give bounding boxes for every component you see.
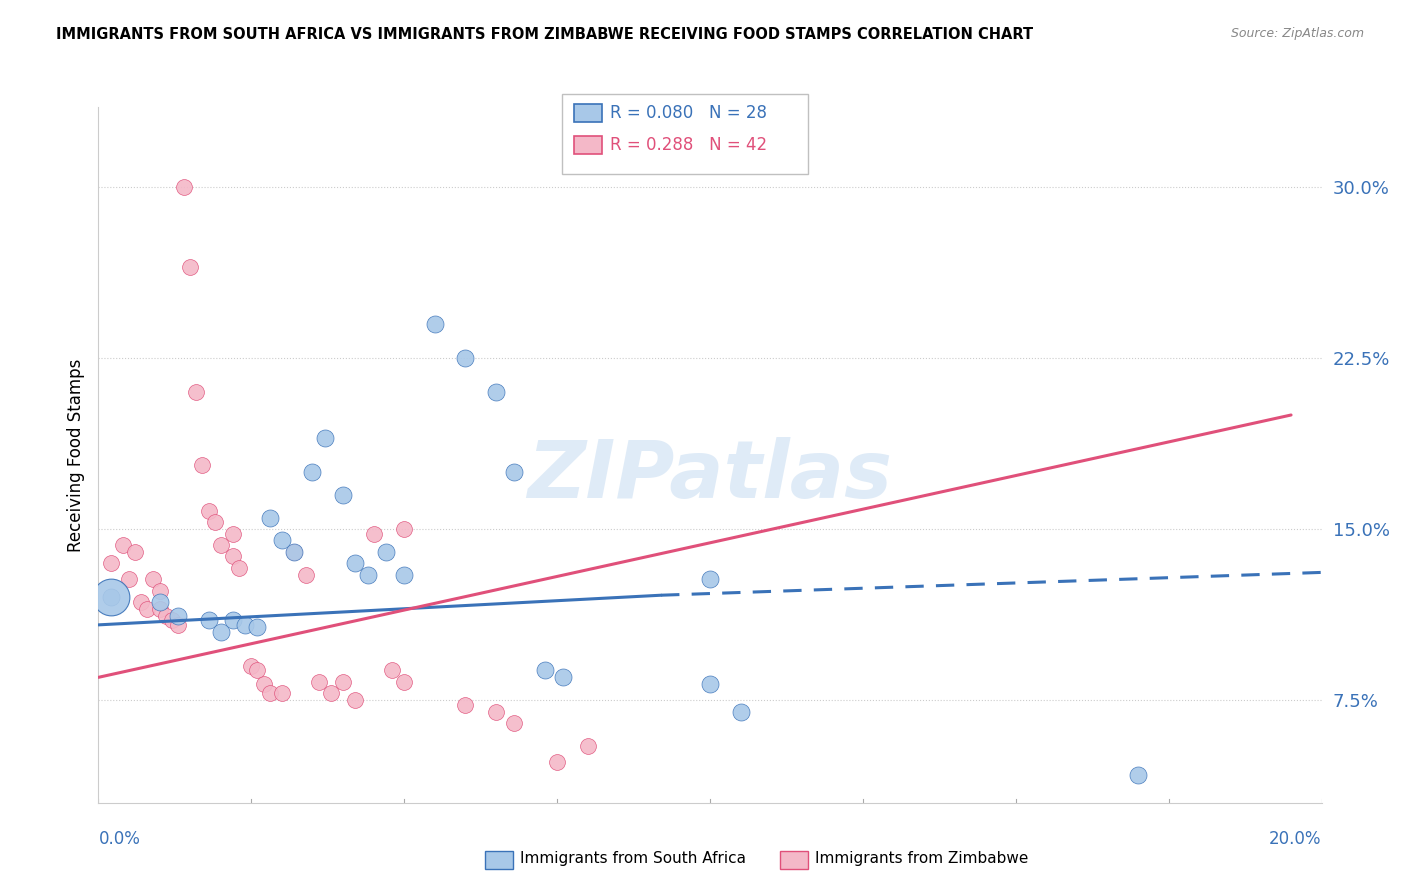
Text: IMMIGRANTS FROM SOUTH AFRICA VS IMMIGRANTS FROM ZIMBABWE RECEIVING FOOD STAMPS C: IMMIGRANTS FROM SOUTH AFRICA VS IMMIGRAN… [56,27,1033,42]
Point [546,755,568,769]
Point [160,613,183,627]
Point [454,351,477,365]
Text: Immigrants from South Africa: Immigrants from South Africa [520,851,747,865]
Point [204,515,226,529]
Point [240,659,263,673]
Point [308,674,330,689]
Point [332,488,354,502]
Point [699,572,721,586]
Point [301,465,323,479]
Point [283,545,305,559]
Point [485,385,508,400]
Point [374,545,396,559]
Point [534,664,557,678]
Point [136,602,159,616]
Point [197,613,219,627]
Point [100,591,122,605]
Point [252,677,274,691]
Point [553,670,575,684]
Point [167,618,190,632]
Point [191,458,214,473]
Point [100,556,122,570]
Point [295,567,318,582]
Point [485,705,508,719]
Text: R = 0.288   N = 42: R = 0.288 N = 42 [610,136,768,154]
Point [503,465,526,479]
Point [100,591,122,605]
Point [228,561,250,575]
Point [392,674,416,689]
Point [344,693,367,707]
Text: Immigrants from Zimbabwe: Immigrants from Zimbabwe [815,851,1029,865]
Point [209,624,232,639]
Point [576,739,599,753]
Text: 20.0%: 20.0% [1270,830,1322,848]
Point [197,504,219,518]
Point [209,538,232,552]
Point [149,602,172,616]
Text: R = 0.080   N = 28: R = 0.080 N = 28 [610,104,768,122]
Point [149,583,172,598]
Point [283,545,305,559]
Point [259,686,281,700]
Point [381,664,404,678]
Text: 0.0%: 0.0% [98,830,141,848]
Point [179,260,201,274]
Point [730,705,752,719]
Point [363,526,385,541]
Point [259,510,281,524]
Point [332,674,354,689]
Point [155,608,177,623]
Point [454,698,477,712]
Point [270,686,292,700]
Point [129,595,152,609]
Point [222,613,245,627]
Point [149,595,172,609]
Point [111,538,134,552]
Point [124,545,146,559]
Point [423,317,446,331]
Text: Source: ZipAtlas.com: Source: ZipAtlas.com [1230,27,1364,40]
Point [270,533,292,548]
Point [118,572,141,586]
Point [222,526,245,541]
Point [222,549,245,564]
Point [142,572,165,586]
Point [314,431,336,445]
Point [186,385,208,400]
Point [356,567,378,582]
Point [233,618,256,632]
Point [246,664,269,678]
Point [1128,768,1150,782]
Point [503,715,526,730]
Point [319,686,342,700]
Point [173,180,195,194]
Point [699,677,721,691]
Point [392,522,416,536]
Text: ZIPatlas: ZIPatlas [527,437,893,515]
Point [167,608,190,623]
Point [246,620,269,634]
Point [392,567,416,582]
Y-axis label: Receiving Food Stamps: Receiving Food Stamps [66,359,84,551]
Point [344,556,367,570]
